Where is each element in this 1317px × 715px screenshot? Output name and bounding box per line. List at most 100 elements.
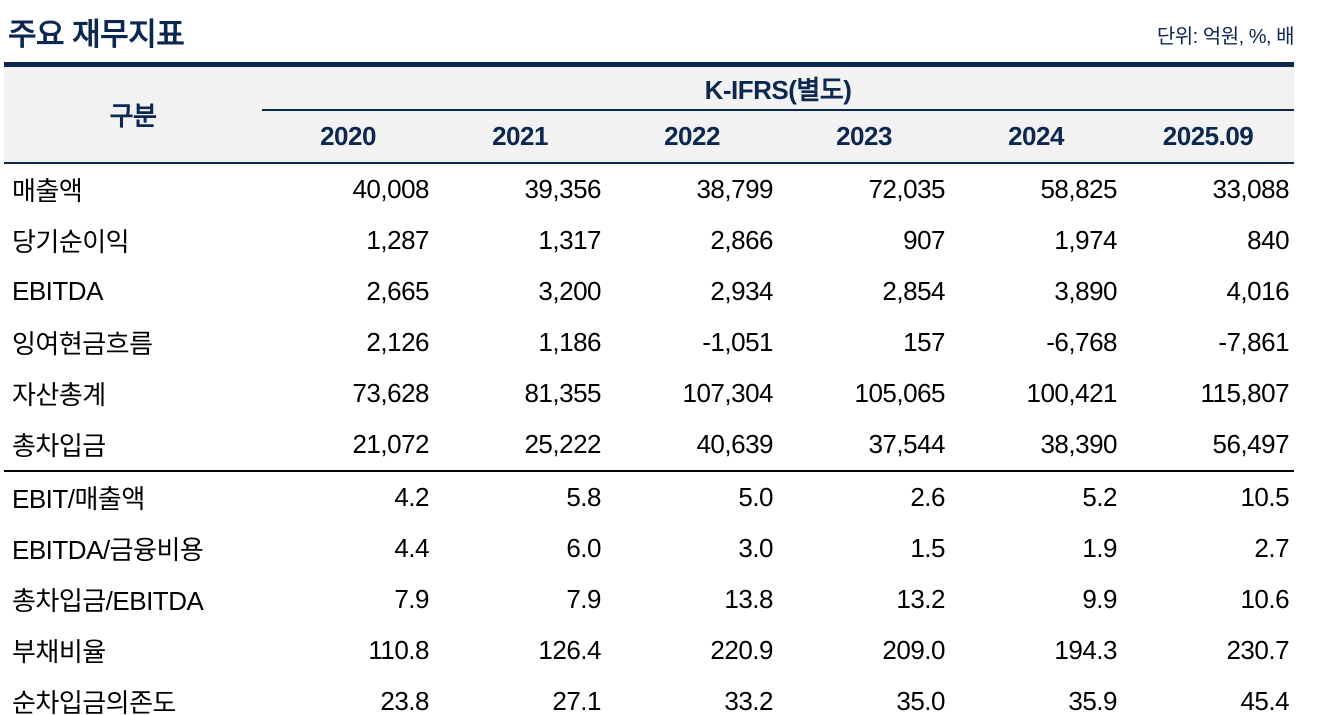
cell-value: 10.6 (1122, 574, 1295, 625)
cell-value: 40,639 (606, 419, 778, 472)
year-column-header: 2021 (434, 110, 606, 164)
cell-value: 1.5 (778, 523, 950, 574)
cell-value: 220.9 (606, 625, 778, 676)
group-header-row: 구분 K-IFRS(별도) (4, 64, 1295, 164)
table-row: EBIT/매출액 4.2 5.8 5.0 2.6 5.2 10.5 (4, 471, 1295, 523)
table-body: 매출액 40,008 39,356 38,799 72,035 58,825 33,088 당… (4, 163, 1295, 715)
cell-value: 157 (778, 317, 950, 368)
cell-value: 2.7 (1122, 523, 1295, 574)
row-label: 매출액 (4, 163, 262, 215)
cell-value: 105,065 (778, 368, 950, 419)
year-column-header: 2020 (262, 110, 434, 164)
cell-value: 230.7 (1122, 625, 1295, 676)
cell-value: 1,186 (434, 317, 606, 368)
cell-value: 115,807 (1122, 368, 1295, 419)
cell-value: 35.9 (950, 676, 1122, 715)
cell-value: 2,126 (262, 317, 434, 368)
cell-value: 38,390 (950, 419, 1122, 472)
cell-value: 56,497 (1122, 419, 1295, 472)
unit-note: 단위: 억원, %, 배 (1156, 26, 1295, 48)
table-row: EBITDA 2,665 3,200 2,934 2,854 3,890 4,016 (4, 266, 1295, 317)
cell-value: 840 (1122, 215, 1295, 266)
cell-value: 81,355 (434, 368, 606, 419)
cell-value: 100,421 (950, 368, 1122, 419)
cell-value: 4.4 (262, 523, 434, 574)
table-row: 부채비율 110.8 126.4 220.9 209.0 194.3 230.7 (4, 625, 1295, 676)
year-column-header: 2022 (606, 110, 778, 164)
year-column-header: 2025.09 (1122, 110, 1295, 164)
cell-value: 58,825 (950, 163, 1122, 215)
cell-value: 2,866 (606, 215, 778, 266)
table-row: 총차입금 21,072 25,222 40,639 37,544 38,390 56,497 (4, 419, 1295, 472)
row-label: 자산총계 (4, 368, 262, 419)
cell-value: 7.9 (262, 574, 434, 625)
cell-value: 35.0 (778, 676, 950, 715)
row-label: 잉여현금흐름 (4, 317, 262, 368)
table-row: 당기순이익 1,287 1,317 2,866 907 1,974 840 (4, 215, 1295, 266)
cell-value: 72,035 (778, 163, 950, 215)
cell-value: 110.8 (262, 625, 434, 676)
row-label: EBIT/매출액 (4, 471, 262, 523)
cell-value: 25,222 (434, 419, 606, 472)
cell-value: 13.8 (606, 574, 778, 625)
year-header-row: 2020 2021 2022 2023 2024 2025.09 (4, 110, 1295, 164)
year-column-header: 2023 (778, 110, 950, 164)
table-header-bar: 주요 재무지표 단위: 억원, %, 배 (4, 8, 1295, 52)
page-title: 주요 재무지표 (8, 16, 185, 52)
cell-value: 2,665 (262, 266, 434, 317)
cell-value: 907 (778, 215, 950, 266)
cell-value: 1,317 (434, 215, 606, 266)
cell-value: 45.4 (1122, 676, 1295, 715)
table-row: EBITDA/금융비용 4.4 6.0 3.0 1.5 1.9 2.7 (4, 523, 1295, 574)
cell-value: -1,051 (606, 317, 778, 368)
category-column-header: 구분 (4, 64, 262, 164)
cell-value: 2,934 (606, 266, 778, 317)
accounting-standard-header: K-IFRS(별도) (262, 64, 1295, 111)
cell-value: 13.2 (778, 574, 950, 625)
cell-value: 4.2 (262, 471, 434, 523)
table-row: 매출액 40,008 39,356 38,799 72,035 58,825 33,088 (4, 163, 1295, 215)
table-head: 구분 K-IFRS(별도) 2020 2021 2022 2023 2024 2025.0… (4, 64, 1295, 164)
cell-value: 2,854 (778, 266, 950, 317)
cell-value: 5.2 (950, 471, 1122, 523)
row-label: 총차입금/EBITDA (4, 574, 262, 625)
cell-value: 5.8 (434, 471, 606, 523)
row-label: EBITDA/금융비용 (4, 523, 262, 574)
table-row: 잉여현금흐름 2,126 1,186 -1,051 157 -6,768 -7,861 (4, 317, 1295, 368)
table-row: 자산총계 73,628 81,355 107,304 105,065 100,421 115… (4, 368, 1295, 419)
cell-value: 73,628 (262, 368, 434, 419)
table-row: 순차입금의존도 23.8 27.1 33.2 35.0 35.9 45.4 (4, 676, 1295, 715)
cell-value: 194.3 (950, 625, 1122, 676)
cell-value: 1,974 (950, 215, 1122, 266)
cell-value: 27.1 (434, 676, 606, 715)
cell-value: -7,861 (1122, 317, 1295, 368)
cell-value: 10.5 (1122, 471, 1295, 523)
cell-value: 2.6 (778, 471, 950, 523)
cell-value: 21,072 (262, 419, 434, 472)
cell-value: 39,356 (434, 163, 606, 215)
row-label: EBITDA (4, 266, 262, 317)
cell-value: 40,008 (262, 163, 434, 215)
cell-value: 209.0 (778, 625, 950, 676)
row-label: 순차입금의존도 (4, 676, 262, 715)
cell-value: 33.2 (606, 676, 778, 715)
cell-value: 33,088 (1122, 163, 1295, 215)
cell-value: 37,544 (778, 419, 950, 472)
cell-value: 107,304 (606, 368, 778, 419)
cell-value: 9.9 (950, 574, 1122, 625)
cell-value: 6.0 (434, 523, 606, 574)
cell-value: 4,016 (1122, 266, 1295, 317)
cell-value: -6,768 (950, 317, 1122, 368)
cell-value: 1,287 (262, 215, 434, 266)
cell-value: 1.9 (950, 523, 1122, 574)
cell-value: 7.9 (434, 574, 606, 625)
row-label: 부채비율 (4, 625, 262, 676)
cell-value: 5.0 (606, 471, 778, 523)
row-label: 당기순이익 (4, 215, 262, 266)
year-column-header: 2024 (950, 110, 1122, 164)
cell-value: 3,890 (950, 266, 1122, 317)
table-row: 총차입금/EBITDA 7.9 7.9 13.8 13.2 9.9 10.6 (4, 574, 1295, 625)
row-label: 총차입금 (4, 419, 262, 472)
cell-value: 23.8 (262, 676, 434, 715)
